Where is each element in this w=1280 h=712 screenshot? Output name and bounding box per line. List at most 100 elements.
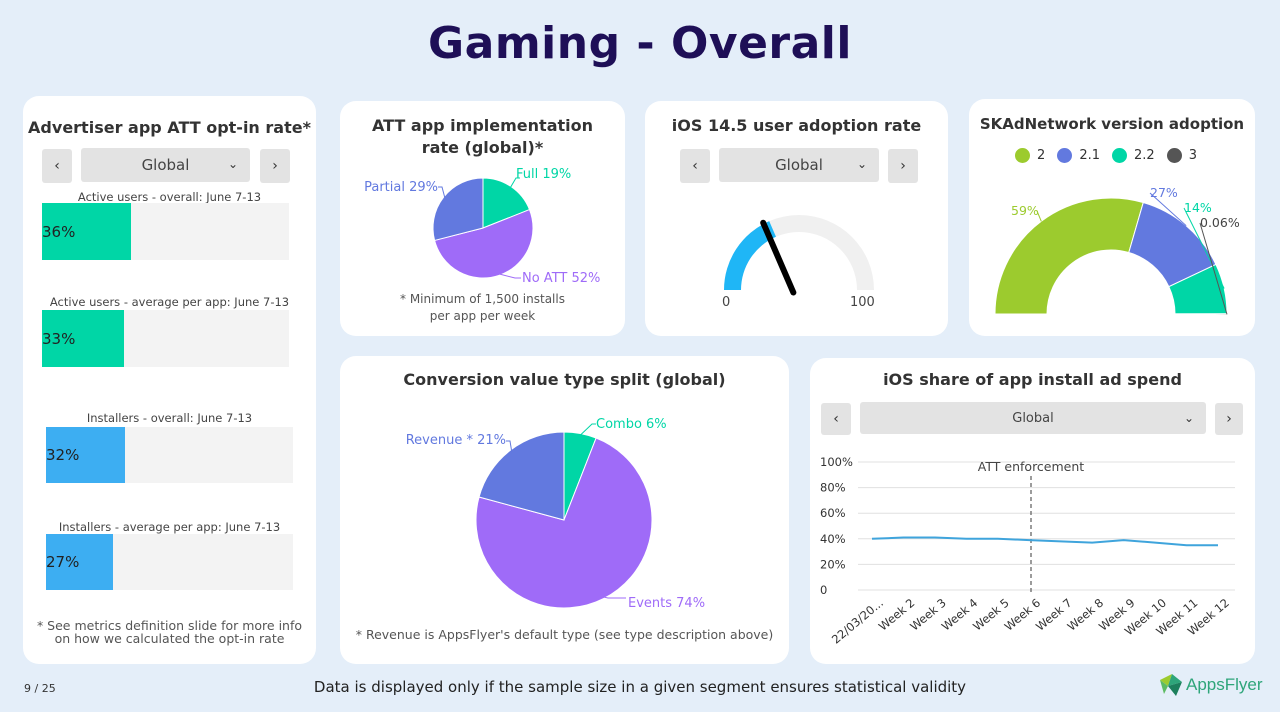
ios-adoption-prev-button[interactable]: ‹ xyxy=(680,149,710,183)
ios-share-card: iOS share of app install ad spend ‹ Glob… xyxy=(810,358,1255,664)
optin-select-value: Global xyxy=(141,156,190,174)
ios-share-title: iOS share of app install ad spend xyxy=(883,370,1182,389)
skad-title: SKAdNetwork version adoption xyxy=(979,115,1245,133)
chevron-left-icon: ‹ xyxy=(54,158,60,174)
donut-leader-line xyxy=(1183,207,1225,289)
pie-leader-line xyxy=(438,186,446,199)
pie-leader-line xyxy=(506,440,513,452)
footer-note: Data is displayed only if the sample siz… xyxy=(313,678,967,696)
gauge-min-label: 0 xyxy=(722,295,731,310)
conversion-note: * Revenue is AppsFlyer's default type (s… xyxy=(355,627,774,642)
donut-leader-line xyxy=(1199,222,1228,315)
chevron-left-icon: ‹ xyxy=(692,158,698,174)
pie-slice-label: Full 19% xyxy=(516,167,571,182)
legend-swatch xyxy=(1057,148,1073,163)
att-impl-title-line1: ATT app implementation xyxy=(372,116,593,135)
ios-adoption-select-value: Global xyxy=(775,156,823,174)
optin-bar-fill: 33% xyxy=(42,310,124,367)
optin-note-line1: * See metrics definition slide for more … xyxy=(36,618,303,633)
pie-leader-line xyxy=(497,273,521,279)
chevron-down-icon: ⌄ xyxy=(1183,411,1194,425)
conversion-card: Conversion value type split (global) Com… xyxy=(340,356,789,664)
gauge-needle xyxy=(760,219,797,296)
chevron-right-icon: › xyxy=(1226,411,1232,427)
legend-item-2: 2 xyxy=(1015,148,1045,163)
pie-leader-line xyxy=(579,423,596,436)
ios-share-select-value: Global xyxy=(1012,410,1054,426)
appsflyer-logo-text: AppsFlyer xyxy=(1186,675,1263,694)
att-impl-note-line1: * Minimum of 1,500 installs xyxy=(400,292,565,306)
donut-segment-2 xyxy=(994,197,1144,315)
optin-bar-track: 36% xyxy=(42,203,289,260)
pie-slice-partial xyxy=(432,177,484,242)
skad-legend: 2 2.1 2.2 3 xyxy=(969,148,1255,167)
pie-slice-label: No ATT 52% xyxy=(522,271,600,286)
y-tick-label: 0 xyxy=(820,583,827,597)
optin-title: Advertiser app ATT opt-in rate* xyxy=(28,118,311,137)
page-title: Gaming - Overall xyxy=(428,18,852,69)
appsflyer-logo-icon xyxy=(1160,674,1182,696)
annotation-label: ATT enforcement xyxy=(978,459,1084,474)
optin-bar-fill: 32% xyxy=(46,427,126,483)
att-impl-title-line2: rate (global)* xyxy=(421,138,544,157)
optin-bar-fill: 36% xyxy=(42,203,131,260)
donut-segment-label: 59% xyxy=(1011,203,1039,218)
donut-leader-line xyxy=(1036,210,1042,222)
donut-segment-label: 27% xyxy=(1150,185,1178,200)
legend-item-2-1: 2.1 xyxy=(1057,148,1100,163)
legend-label: 2.1 xyxy=(1079,148,1100,163)
donut-segment-label: 0.06% xyxy=(1200,215,1240,230)
page-number: 9 / 25 xyxy=(24,682,56,695)
optin-bar-value: 32% xyxy=(46,446,80,464)
optin-next-button[interactable]: › xyxy=(260,149,290,183)
optin-prev-button[interactable]: ‹ xyxy=(42,149,72,183)
legend-item-3: 3 xyxy=(1166,148,1197,163)
att-impl-pie-chart: Full 19% No ATT 52% Partial 29% xyxy=(364,167,600,286)
conversion-pie-chart: Combo 6% Events 74% Revenue * 21% xyxy=(406,417,705,611)
pie-leader-line xyxy=(602,596,626,599)
pie-slice-label: Partial 29% xyxy=(364,180,438,195)
att-impl-note-line2: per app per week xyxy=(429,309,536,323)
y-tick-label: 40% xyxy=(820,532,846,546)
optin-bar-label: Installers - average per app: June 7-13 xyxy=(58,520,281,534)
ios-share-prev-button[interactable]: ‹ xyxy=(821,403,851,435)
optin-bar-value: 36% xyxy=(42,222,76,241)
optin-bar-label: Installers - overall: June 7-13 xyxy=(86,411,253,425)
optin-bar-track: 33% xyxy=(42,310,289,367)
ios-adoption-next-button[interactable]: › xyxy=(888,149,918,183)
ios-adoption-region-select[interactable]: Global ⌄ xyxy=(719,148,879,182)
donut-leader-line xyxy=(1149,192,1187,227)
donut-segment-label: 14% xyxy=(1184,200,1212,215)
ios-adoption-title: iOS 14.5 user adoption rate xyxy=(671,116,922,135)
appsflyer-logo: AppsFlyer xyxy=(1158,672,1263,698)
pie-slice-events xyxy=(475,437,653,609)
optin-region-select[interactable]: Global ⌄ xyxy=(81,148,250,182)
legend-label: 3 xyxy=(1188,148,1197,163)
optin-bar-label: Active users - overall: June 7-13 xyxy=(77,190,262,204)
legend-swatch xyxy=(1015,148,1031,163)
y-tick-label: 60% xyxy=(820,506,846,520)
ios-share-region-select[interactable]: Global ⌄ xyxy=(860,402,1206,434)
series-line xyxy=(871,536,1218,547)
y-tick-label: 20% xyxy=(820,557,846,571)
optin-bar-value: 27% xyxy=(46,553,80,571)
pie-leader-line xyxy=(509,177,520,189)
skad-card: SKAdNetwork version adoption 2 2.1 2.2 3 59… xyxy=(969,99,1255,336)
pie-slice-revenue xyxy=(478,431,565,521)
pie-slice-label: Combo 6% xyxy=(596,417,667,432)
optin-bar-track: 32% xyxy=(46,427,293,483)
optin-bar-value: 33% xyxy=(42,329,76,348)
pie-slice-label: Revenue * 21% xyxy=(406,433,506,448)
att-impl-card: ATT app implementation rate (global)* Fu… xyxy=(340,101,625,336)
conversion-title: Conversion value type split (global) xyxy=(403,370,726,389)
optin-bar-track: 27% xyxy=(46,534,293,590)
skad-half-donut: 59% 27% 14%0.06% xyxy=(994,185,1240,316)
chevron-down-icon: ⌄ xyxy=(856,157,867,171)
optin-bar-fill: 27% xyxy=(46,534,113,590)
pie-slice-label: Events 74% xyxy=(628,596,705,611)
legend-item-2-2: 2.2 xyxy=(1112,148,1155,163)
ios-share-next-button[interactable]: › xyxy=(1215,403,1243,435)
legend-swatch xyxy=(1166,148,1182,163)
y-tick-label: 100% xyxy=(820,455,853,469)
